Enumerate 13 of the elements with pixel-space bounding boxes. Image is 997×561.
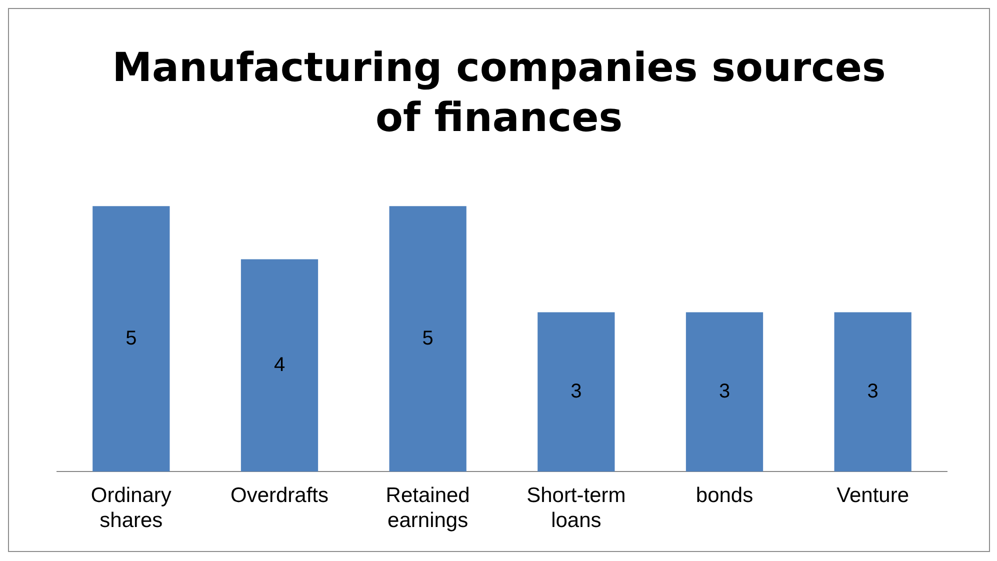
data-label: 5 [422,327,434,350]
x-tick-label: Venture [836,484,910,507]
x-tick-label: Retained earnings [386,484,470,532]
x-tick-label: Ordinary shares [90,484,172,532]
chart-title: Manufacturing companies sources of finances [111,44,887,143]
data-label: 3 [718,380,730,402]
x-tick-label: Short-term loans [526,484,626,532]
data-label: 3 [867,380,878,402]
data-label: 5 [126,327,137,350]
x-tick-label: Overdrafts [230,484,329,507]
data-label: 4 [274,354,286,376]
data-label: 3 [570,380,582,402]
x-tick-label: bonds [696,484,754,507]
